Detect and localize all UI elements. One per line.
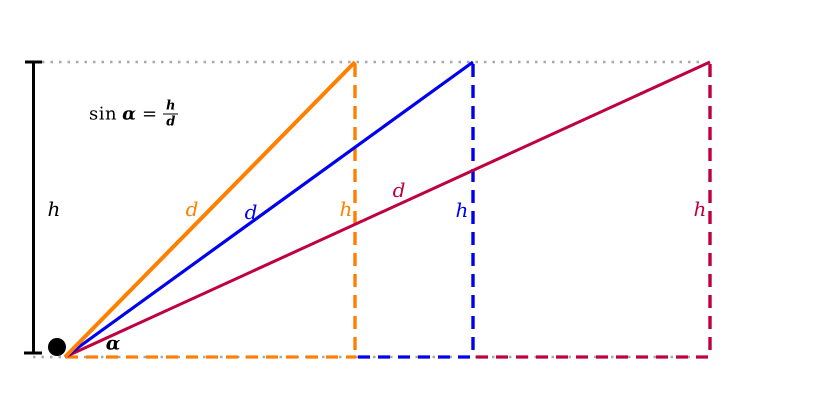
alpha-label: α (105, 332, 121, 355)
formula-sin: sin (89, 103, 118, 124)
formula-numerator: h (166, 98, 176, 114)
observer-dot (48, 338, 66, 356)
formula-fraction: h d (163, 98, 179, 129)
formula-equals: = (141, 103, 158, 124)
sine-formula: sin α = h d (89, 100, 179, 129)
orange-h-label: h (339, 197, 353, 221)
blue-d-label: d (244, 200, 258, 224)
blue-h-label: h (455, 198, 469, 222)
crimson-hypotenuse-line (64, 60, 711, 359)
formula-denominator: d (163, 113, 179, 129)
crimson-h-label: h (693, 197, 707, 221)
formula-alpha: α (122, 103, 136, 124)
orange-hypotenuse-line (63, 60, 357, 359)
height-bracket-label: h (47, 197, 61, 221)
height-bracket (24, 60, 42, 355)
orange-d-label: d (185, 197, 199, 221)
crimson-d-label: d (392, 178, 406, 202)
blue-hypotenuse-line (64, 60, 474, 359)
